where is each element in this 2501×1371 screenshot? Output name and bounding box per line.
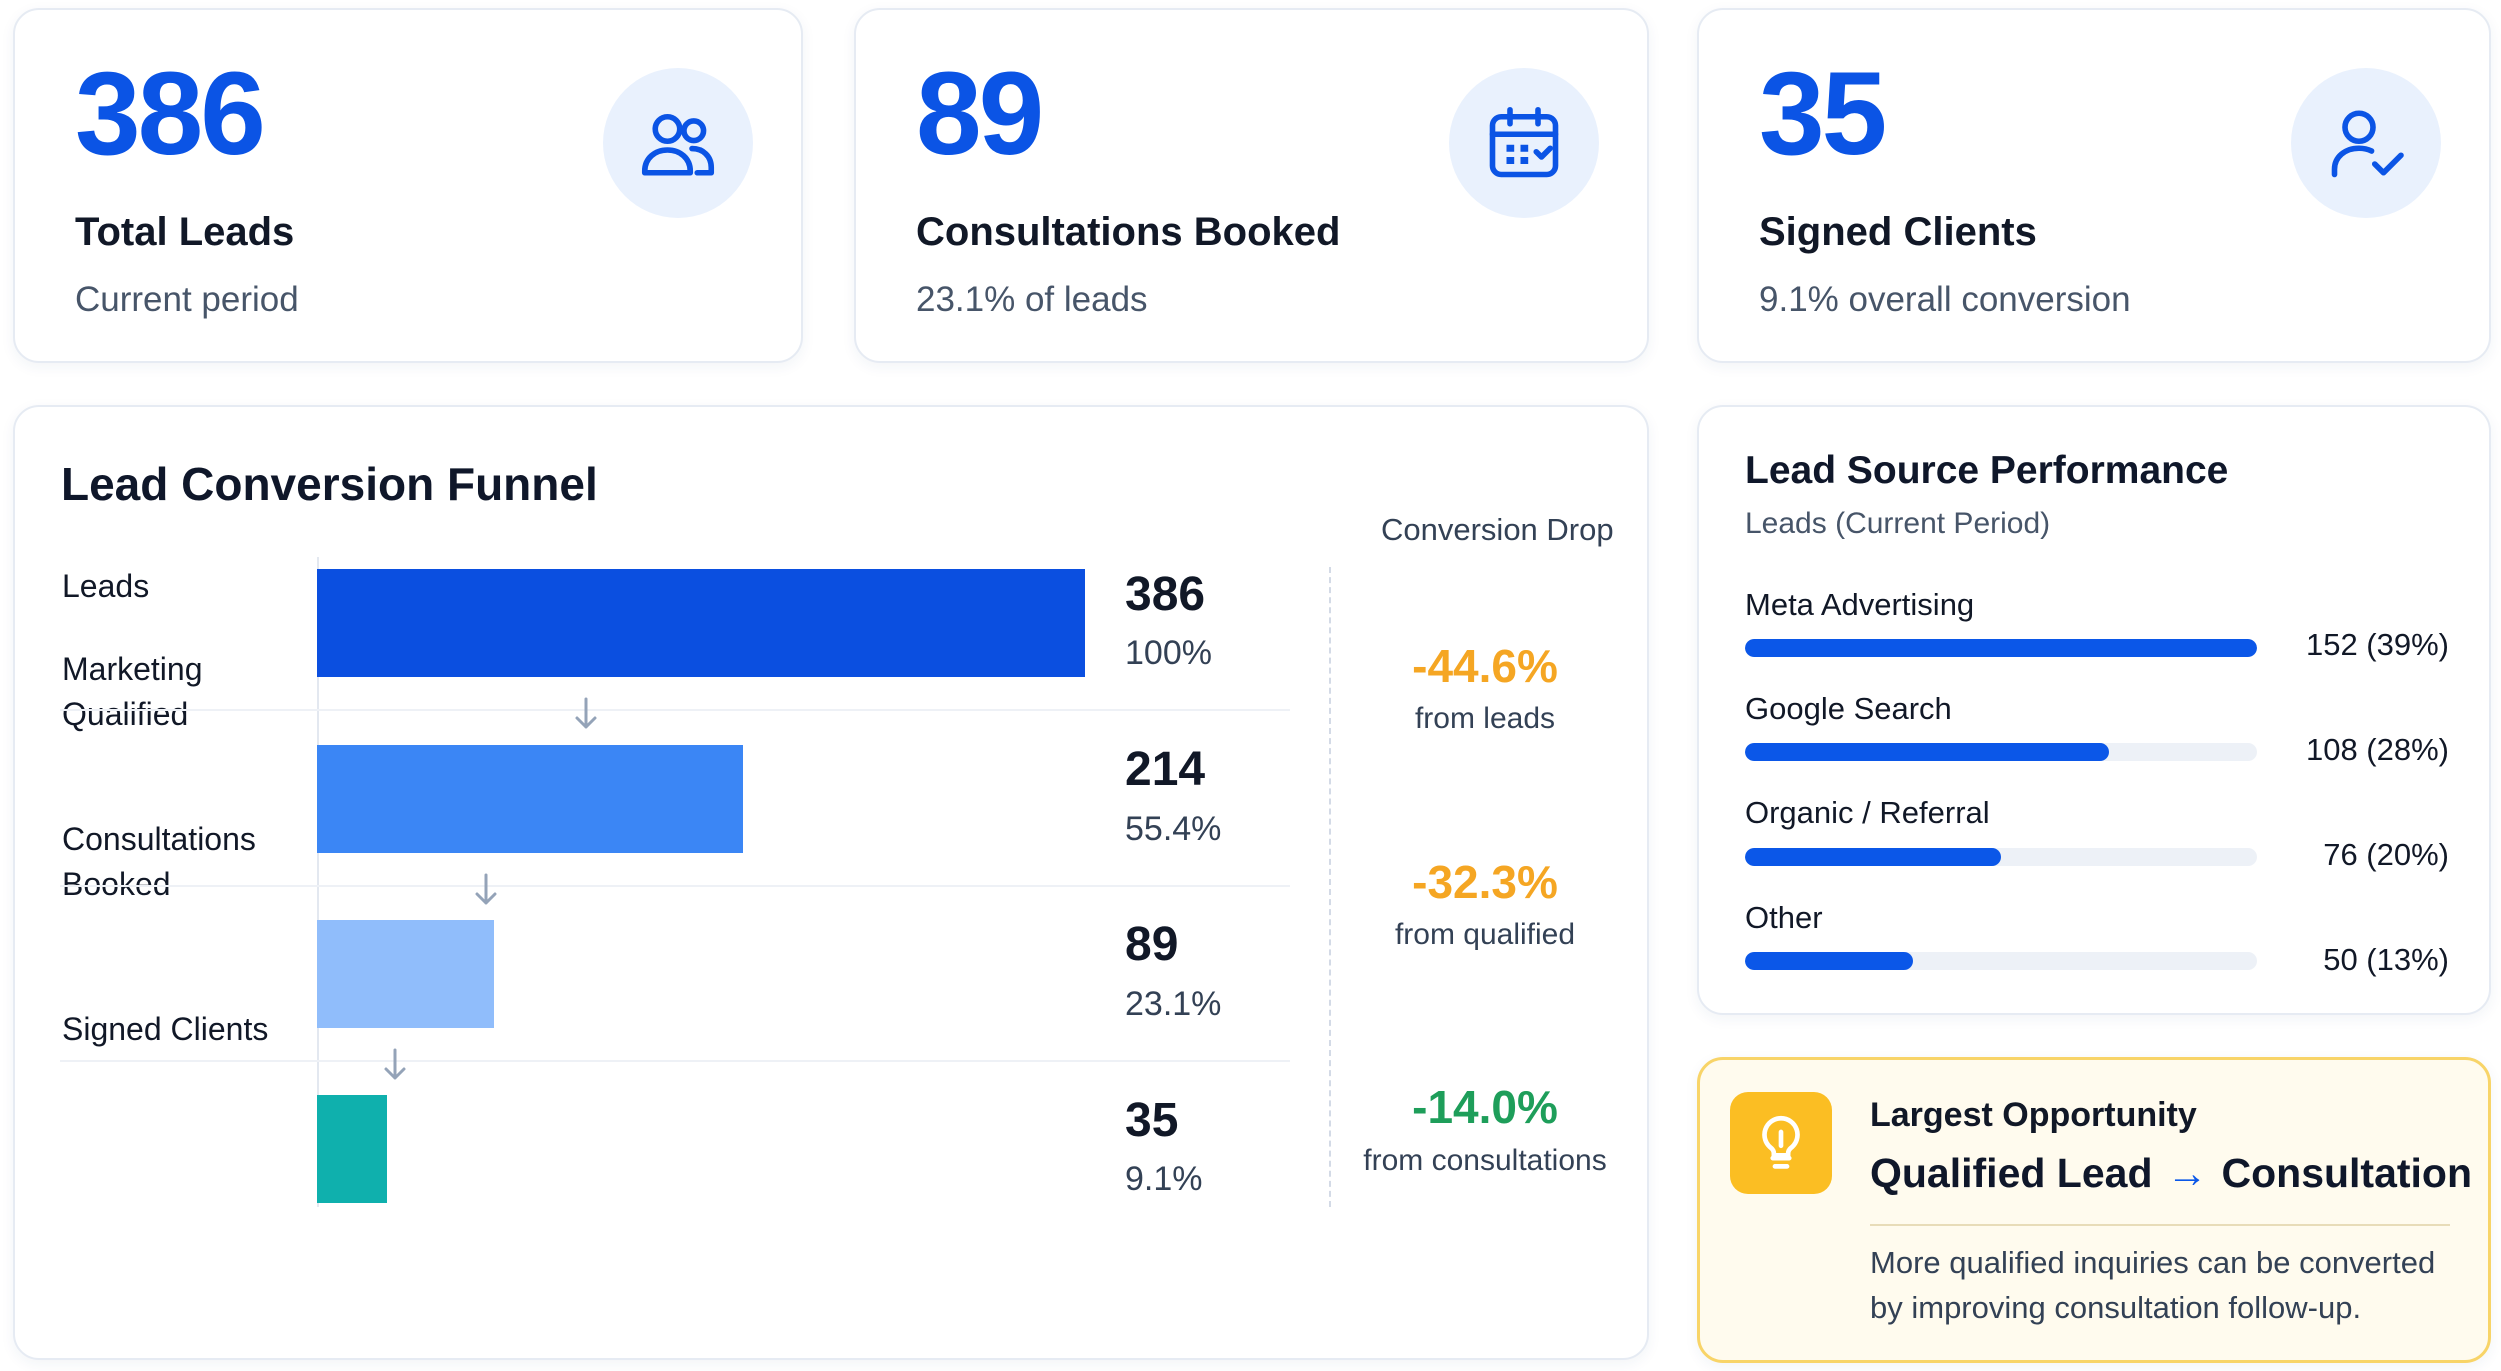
- stage-count: 214: [1125, 743, 1206, 796]
- source-name: Meta Advertising: [1745, 587, 1975, 622]
- source-track: [1745, 848, 2257, 866]
- calendar-icon: [1449, 68, 1599, 218]
- kpi-card-total-leads: 386 Total Leads Current period: [13, 8, 803, 363]
- source-track: [1745, 639, 2257, 657]
- arrow-right-icon: →: [2166, 1150, 2208, 1196]
- source-bar-organic-referral: [1745, 848, 2001, 866]
- source-name: Organic / Referral: [1745, 795, 1990, 830]
- funnel-connector-line: [317, 557, 319, 1207]
- lead-source-title: Lead Source Performance: [1745, 449, 2229, 492]
- stage-count: 35: [1125, 1094, 1179, 1147]
- lead-source-subtitle: Leads (Current Period): [1745, 507, 2051, 540]
- stage-label: Marketing Qualified: [62, 651, 203, 732]
- conversion-drop-header: Conversion Drop: [1381, 512, 1614, 547]
- source-value: 152 (39%): [2305, 627, 2449, 662]
- kpi-subtext: 23.1% of leads: [916, 280, 1148, 319]
- funnel-bar-consultations-booked: [317, 920, 494, 1028]
- funnel-bar-leads: [317, 569, 1085, 677]
- arrow-down-icon: [475, 873, 497, 905]
- source-name: Google Search: [1745, 691, 1952, 726]
- drop-label: from leads: [1414, 702, 1556, 735]
- drop-value: -44.6%: [1412, 640, 1558, 692]
- kpi-subtext: Current period: [75, 280, 299, 319]
- source-value: 76 (20%): [2323, 837, 2449, 872]
- drop-label: from consultations: [1363, 1144, 1607, 1177]
- drop-label: from qualified: [1394, 918, 1576, 951]
- kpi-label: Consultations Booked: [916, 210, 1341, 254]
- kpi-label: Total Leads: [75, 210, 295, 254]
- users-icon: [603, 68, 753, 218]
- source-value: 108 (28%): [2305, 732, 2449, 767]
- stage-count: 89: [1125, 918, 1179, 971]
- opportunity-description: More qualified inquiries can be converte…: [1870, 1245, 2436, 1325]
- funnel-bar-marketing-qualified: [317, 745, 743, 853]
- funnel-card: Lead Conversion Funnel Conversion Drop L…: [13, 405, 1649, 1360]
- kpi-value: 35: [1759, 48, 1887, 180]
- kpi-value: 386: [75, 48, 266, 180]
- stage-label: Leads: [62, 568, 150, 604]
- arrow-down-icon: [575, 697, 597, 729]
- source-bar-meta-advertising: [1745, 639, 2257, 657]
- stage-percent: 100%: [1125, 634, 1212, 672]
- conversion-drop-separator: [1329, 567, 1331, 1207]
- stage-label: Consultations Booked: [62, 821, 256, 902]
- arrow-down-icon: [384, 1048, 406, 1080]
- source-bar-other: [1745, 952, 1914, 970]
- opportunity-flow: Qualified Lead → Consultation: [1870, 1150, 2472, 1197]
- kpi-label: Signed Clients: [1759, 210, 2037, 254]
- stage-percent: 9.1%: [1125, 1160, 1203, 1198]
- source-value: 50 (13%): [2323, 942, 2449, 977]
- stage-percent: 23.1%: [1125, 985, 1222, 1023]
- source-bar-google-search: [1745, 743, 2109, 761]
- source-track: [1745, 743, 2257, 761]
- stage-count: 386: [1125, 568, 1206, 621]
- opportunity-card: Largest Opportunity Qualified Lead → Con…: [1697, 1057, 2491, 1363]
- row-divider: [60, 885, 1290, 887]
- kpi-value: 89: [916, 48, 1044, 180]
- kpi-card-signed-clients: 35 Signed Clients 9.1% overall conversio…: [1697, 8, 2491, 363]
- opportunity-from: Qualified Lead: [1870, 1150, 2153, 1196]
- kpi-card-consultations: 89 Consultations Booked 23.1% of leads: [854, 8, 1649, 363]
- kpi-subtext: 9.1% overall conversion: [1759, 280, 2131, 319]
- funnel-bar-signed-clients: [317, 1095, 387, 1203]
- drop-value: -32.3%: [1412, 856, 1558, 908]
- user-check-icon: [2291, 68, 2441, 218]
- opportunity-divider: [1870, 1224, 2450, 1226]
- lightbulb-icon: [1730, 1092, 1832, 1194]
- source-name: Other: [1745, 900, 1823, 935]
- opportunity-to: Consultation: [2221, 1150, 2473, 1196]
- stage-percent: 55.4%: [1125, 810, 1222, 848]
- row-divider: [60, 1060, 1290, 1062]
- source-track: [1745, 952, 2257, 970]
- stage-label: Signed Clients: [62, 1011, 269, 1047]
- opportunity-title: Largest Opportunity: [1870, 1096, 2197, 1134]
- drop-value: -14.0%: [1412, 1081, 1558, 1133]
- funnel-title: Lead Conversion Funnel: [61, 458, 598, 510]
- row-divider: [60, 709, 1290, 711]
- lead-source-card: Lead Source Performance Leads (Current P…: [1697, 405, 2491, 1015]
